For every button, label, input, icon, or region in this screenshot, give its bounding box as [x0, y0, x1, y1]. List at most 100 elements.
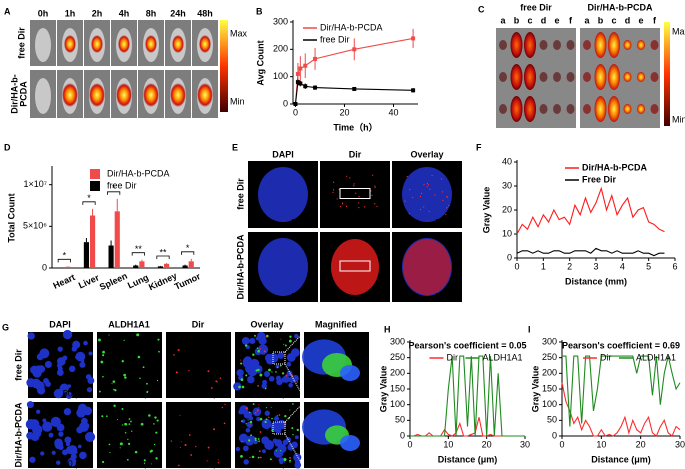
dot [114, 389, 117, 392]
bar [83, 242, 89, 268]
column-title: DAPI [49, 319, 71, 329]
x-tick-label: Tumor [173, 271, 202, 292]
dot [59, 383, 69, 393]
dot [207, 370, 210, 373]
dot [79, 361, 86, 368]
organ [583, 40, 591, 50]
y-tick-label: 250 [390, 352, 405, 362]
marker [352, 86, 357, 91]
x-tick-label: 4 [620, 261, 625, 271]
dot [184, 443, 187, 447]
bar [164, 263, 170, 268]
dir-dot [341, 203, 344, 205]
dir-dot [371, 194, 373, 196]
column-title: Overlay [410, 149, 443, 159]
dot [180, 441, 182, 442]
marker [411, 36, 416, 41]
dot [26, 431, 34, 440]
dot [44, 360, 52, 368]
organ [583, 104, 591, 114]
dot [56, 460, 61, 465]
dot [146, 382, 148, 385]
dir-dot [404, 200, 406, 202]
y-tick-label: 200 [390, 368, 405, 378]
signal [91, 35, 103, 53]
dot [123, 373, 126, 377]
dir-dot [423, 184, 425, 186]
dot [57, 346, 63, 352]
dot [278, 414, 281, 416]
y-tick-label: 50 [547, 415, 557, 425]
zoom-box [272, 421, 286, 435]
dot [156, 379, 159, 382]
dot [84, 431, 96, 443]
dot [249, 420, 253, 424]
chart-title: Pearson's coefficient = 0.05 [409, 340, 527, 350]
y-tick-label: 150 [542, 383, 557, 393]
organ [539, 40, 548, 50]
bar [188, 261, 194, 268]
dot [264, 440, 275, 450]
legend-label: Dir [600, 352, 612, 362]
time-label: 1h [65, 8, 76, 18]
dot [26, 401, 34, 409]
data-line [562, 355, 681, 427]
colorbar [664, 22, 670, 126]
marker [293, 102, 298, 106]
significance: ** [159, 247, 167, 257]
x-tick-label: 2 [567, 261, 572, 271]
dot [102, 354, 105, 357]
organ-letter: b [514, 15, 520, 25]
mouse [35, 28, 51, 62]
x-tick-label: 10 [443, 439, 453, 449]
dir-dot [427, 184, 430, 186]
micro-image [97, 332, 162, 398]
dot [80, 417, 88, 425]
marker [411, 88, 416, 93]
dot [261, 383, 267, 389]
dot [296, 428, 299, 432]
organ [566, 104, 575, 114]
dot [74, 341, 80, 347]
dot [258, 404, 260, 406]
dot [77, 403, 88, 413]
dot [285, 374, 288, 377]
dot [255, 369, 258, 372]
dir-dot [332, 189, 335, 191]
zoom-line [284, 331, 305, 353]
y-tick-label: 250 [542, 352, 557, 362]
dot [274, 439, 283, 447]
legend-label: Dir [447, 352, 459, 362]
x-tick-label: 40 [388, 107, 398, 117]
dir-dot [338, 189, 340, 191]
scale-bar-label: 50 μm [63, 458, 88, 468]
organ [566, 40, 575, 50]
dot [245, 374, 248, 377]
dot [245, 407, 248, 410]
dot [136, 333, 140, 337]
scale-bar-label: 50 μm [132, 458, 157, 468]
dot [143, 459, 146, 462]
dot [42, 418, 47, 423]
organ [499, 40, 507, 50]
dot [274, 416, 280, 422]
organ [553, 104, 561, 114]
micro-image [166, 402, 231, 468]
dot [277, 352, 285, 359]
x-tick-label: 20 [339, 107, 349, 117]
dot [261, 418, 272, 430]
organ-image [496, 28, 576, 128]
dot [155, 431, 158, 434]
dot [36, 353, 44, 361]
dir-dot [358, 206, 360, 209]
dot [255, 336, 260, 341]
row-label: free Dir [13, 349, 23, 381]
dot [267, 429, 269, 431]
organ [650, 104, 659, 114]
panel-letter: E [232, 142, 238, 152]
legend-label: Dir/HA-b-PCDA [107, 168, 170, 178]
x-tick-label: Heart [52, 272, 77, 291]
organ [650, 40, 659, 50]
dot [139, 377, 141, 380]
y-tick-label: 20 [502, 204, 512, 214]
